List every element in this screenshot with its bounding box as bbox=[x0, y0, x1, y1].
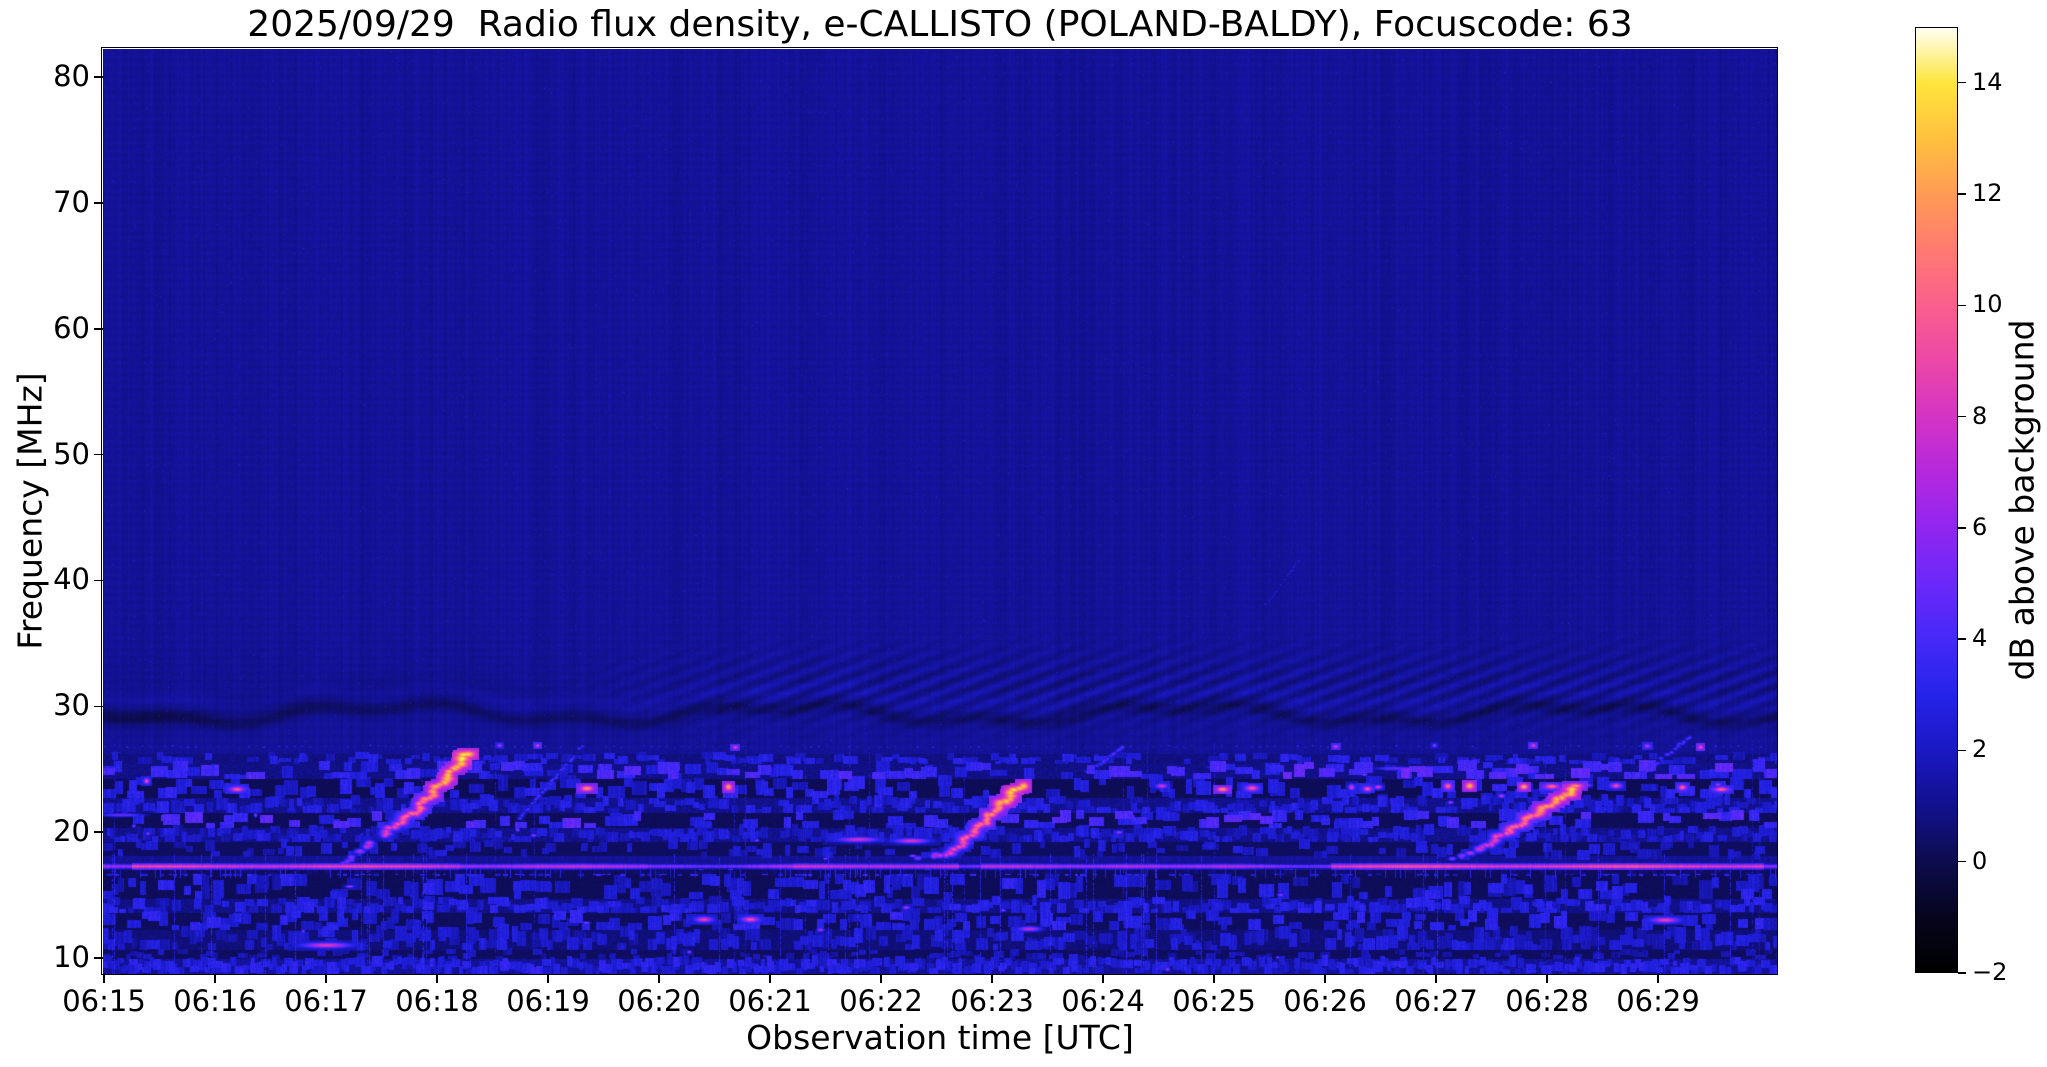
colorbar-tick-label: 10 bbox=[1972, 290, 2003, 319]
colorbar-tick-mark bbox=[1958, 81, 1966, 84]
y-tick-mark bbox=[94, 579, 103, 582]
x-tick-mark bbox=[325, 975, 327, 983]
colorbar-tick-label: 8 bbox=[1972, 401, 1988, 430]
chart-title: 2025/09/29 Radio flux density, e-CALLIST… bbox=[247, 4, 1633, 45]
x-tick-mark bbox=[214, 975, 216, 983]
y-tick-label: 40 bbox=[53, 562, 90, 597]
x-tick-mark bbox=[547, 975, 549, 983]
y-axis-label: Frequency [MHz] bbox=[10, 372, 50, 650]
y-tick-label: 80 bbox=[53, 59, 90, 93]
y-tick-mark bbox=[94, 202, 103, 204]
x-tick-label: 06:19 bbox=[506, 984, 590, 1018]
y-tick-mark bbox=[94, 453, 103, 456]
x-tick-mark bbox=[103, 975, 105, 983]
y-tick-mark bbox=[94, 327, 103, 330]
x-tick-label: 06:20 bbox=[617, 984, 701, 1018]
colorbar-tick-mark bbox=[1958, 749, 1966, 752]
y-tick-mark bbox=[94, 831, 103, 833]
y-tick-label: 50 bbox=[53, 436, 90, 471]
x-tick-mark bbox=[1324, 975, 1326, 983]
colorbar-tick-mark bbox=[1958, 972, 1966, 974]
y-tick-mark bbox=[94, 705, 103, 708]
spectrogram-canvas bbox=[103, 49, 1777, 974]
x-tick-label: 06:24 bbox=[1061, 984, 1145, 1018]
colorbar-tick-label: 14 bbox=[1972, 67, 2003, 96]
y-tick-label: 70 bbox=[53, 184, 90, 219]
x-tick-label: 06:21 bbox=[728, 984, 812, 1018]
x-tick-label: 06:16 bbox=[173, 984, 257, 1018]
x-axis-label: Observation time [UTC] bbox=[746, 1018, 1134, 1057]
colorbar-tick-label: 12 bbox=[1972, 178, 2003, 207]
x-tick-label: 06:28 bbox=[1505, 984, 1589, 1018]
x-tick-label: 06:26 bbox=[1283, 984, 1367, 1018]
colorbar-tick-mark bbox=[1958, 861, 1966, 863]
colorbar-tick-label: 6 bbox=[1972, 512, 1988, 541]
colorbar-tick-mark bbox=[1958, 193, 1966, 195]
colorbar-tick-mark bbox=[1958, 415, 1966, 418]
x-tick-mark bbox=[769, 975, 771, 983]
y-tick-label: 30 bbox=[53, 688, 90, 723]
colorbar-tick-label: 4 bbox=[1972, 624, 1988, 653]
x-tick-label: 06:27 bbox=[1394, 984, 1478, 1018]
x-tick-label: 06:15 bbox=[62, 984, 146, 1018]
x-tick-mark bbox=[1546, 975, 1548, 983]
plot-border bbox=[101, 47, 1778, 975]
x-tick-mark bbox=[880, 975, 882, 983]
x-tick-label: 06:23 bbox=[950, 984, 1034, 1018]
x-tick-mark bbox=[1102, 975, 1104, 983]
colorbar-tick-label: 0 bbox=[1972, 846, 1988, 875]
x-tick-mark bbox=[1435, 975, 1437, 983]
colorbar-tick-mark bbox=[1958, 527, 1966, 529]
x-tick-label: 06:17 bbox=[284, 984, 368, 1018]
y-tick-label: 10 bbox=[53, 940, 90, 975]
x-tick-label: 06:18 bbox=[395, 984, 479, 1018]
x-tick-mark bbox=[991, 975, 993, 983]
colorbar bbox=[1915, 27, 1958, 973]
colorbar-tick-label: −2 bbox=[1972, 958, 2008, 986]
y-tick-label: 20 bbox=[53, 814, 90, 849]
colorbar-tick-label: 2 bbox=[1972, 735, 1988, 764]
x-tick-mark bbox=[1657, 975, 1659, 983]
y-tick-mark bbox=[94, 76, 103, 78]
x-tick-mark bbox=[658, 975, 660, 983]
colorbar-tick-mark bbox=[1958, 638, 1966, 640]
x-tick-label: 06:29 bbox=[1616, 984, 1700, 1018]
y-tick-label: 60 bbox=[53, 310, 90, 345]
colorbar-label: dB above background bbox=[2002, 319, 2042, 681]
x-tick-label: 06:22 bbox=[839, 984, 923, 1018]
x-tick-mark bbox=[436, 975, 438, 983]
x-tick-mark bbox=[1213, 975, 1215, 983]
y-tick-mark bbox=[94, 957, 103, 959]
colorbar-tick-mark bbox=[1958, 304, 1966, 306]
x-tick-label: 06:25 bbox=[1172, 984, 1256, 1018]
